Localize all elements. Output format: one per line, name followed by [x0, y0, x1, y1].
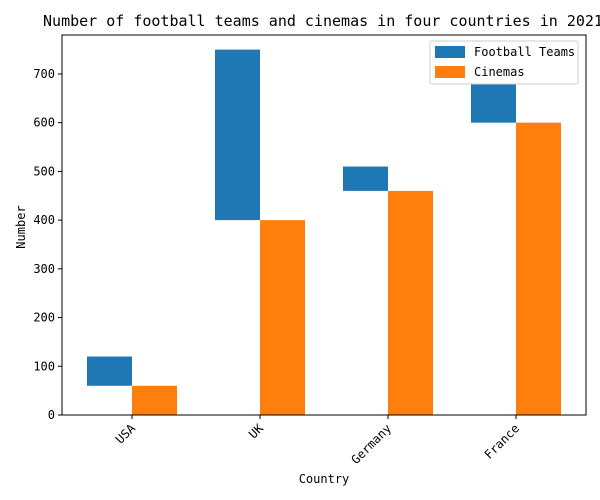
y-axis-label: Number — [14, 205, 28, 248]
y-tick-label: 500 — [33, 164, 55, 178]
y-tick-label: 200 — [33, 311, 55, 325]
chart-title: Number of football teams and cinemas in … — [43, 12, 600, 30]
x-tick-label: USA — [113, 421, 139, 447]
legend-label: Football Teams — [474, 45, 575, 59]
x-axis-label: Country — [299, 472, 350, 486]
y-tick-label: 700 — [33, 67, 55, 81]
x-tick-label: Germany — [348, 421, 394, 467]
bar-football-teams-uk — [215, 49, 260, 221]
bar-cinemas-uk — [260, 220, 305, 415]
legend: Football Teams Cinemas — [429, 40, 579, 85]
x-axis: USA UK Germany France — [113, 415, 522, 467]
legend-swatch — [435, 46, 465, 58]
legend-label: Cinemas — [474, 65, 525, 79]
y-tick-label: 300 — [33, 262, 55, 276]
y-tick-label: 600 — [33, 116, 55, 130]
y-tick-label: 100 — [33, 359, 55, 373]
legend-frame — [429, 40, 579, 85]
y-axis: 0 100 200 300 400 500 600 700 — [33, 67, 62, 422]
bar-cinemas-france — [516, 122, 561, 415]
plot-frame — [61, 34, 587, 416]
y-tick-label: 0 — [48, 408, 55, 422]
x-tick-label: UK — [246, 421, 267, 442]
bars-group — [87, 49, 561, 415]
y-tick-label: 400 — [33, 213, 55, 227]
bar-football-teams-germany — [343, 166, 388, 191]
bar-cinemas-usa — [132, 385, 177, 415]
bar-football-teams-france — [471, 83, 516, 123]
bar-football-teams-usa — [87, 356, 132, 386]
bar-cinemas-germany — [388, 190, 433, 415]
legend-swatch — [435, 66, 465, 78]
x-tick-label: France — [482, 421, 523, 462]
